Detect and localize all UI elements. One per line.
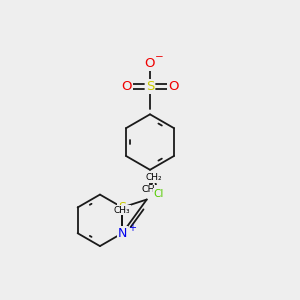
Text: CH₂: CH₂ xyxy=(146,173,162,182)
Text: O: O xyxy=(168,80,179,93)
Text: CH₃: CH₃ xyxy=(141,185,159,194)
Text: S: S xyxy=(118,201,126,214)
Text: S: S xyxy=(146,80,154,93)
Text: N: N xyxy=(118,227,127,240)
Text: CH₃: CH₃ xyxy=(114,206,130,214)
Text: O: O xyxy=(121,80,132,93)
Text: +: + xyxy=(128,223,136,233)
Text: −: − xyxy=(154,52,163,62)
Text: Cl: Cl xyxy=(154,189,164,199)
Text: O: O xyxy=(145,57,155,70)
